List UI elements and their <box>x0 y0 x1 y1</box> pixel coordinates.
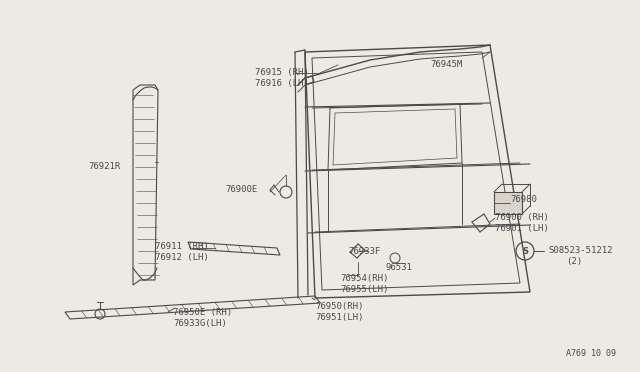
Bar <box>494 192 522 214</box>
Text: 76900 (RH): 76900 (RH) <box>495 213 548 222</box>
Text: S08523-51212: S08523-51212 <box>548 246 612 255</box>
Text: 76933F: 76933F <box>348 247 380 256</box>
Text: 76950(RH): 76950(RH) <box>315 302 364 311</box>
Text: 76955(LH): 76955(LH) <box>340 285 388 294</box>
Text: 76921R: 76921R <box>88 162 120 171</box>
Text: S: S <box>522 247 528 256</box>
Text: 76901 (LH): 76901 (LH) <box>495 224 548 233</box>
Text: 96531: 96531 <box>385 263 412 272</box>
Text: 76916 (LH): 76916 (LH) <box>255 79 308 88</box>
Text: 76954(RH): 76954(RH) <box>340 274 388 283</box>
Text: A769 10 09: A769 10 09 <box>566 349 616 358</box>
Text: 76945M: 76945M <box>430 60 462 69</box>
Text: 76980: 76980 <box>510 195 537 204</box>
Text: 76951(LH): 76951(LH) <box>315 313 364 322</box>
Text: 76912 (LH): 76912 (LH) <box>155 253 209 262</box>
Text: 76911 (RH): 76911 (RH) <box>155 242 209 251</box>
Text: 76950E (RH): 76950E (RH) <box>173 308 232 317</box>
Text: (2): (2) <box>566 257 582 266</box>
Text: 76915 (RH): 76915 (RH) <box>255 68 308 77</box>
Text: 76900E: 76900E <box>225 185 257 194</box>
Text: 76933G(LH): 76933G(LH) <box>173 319 227 328</box>
